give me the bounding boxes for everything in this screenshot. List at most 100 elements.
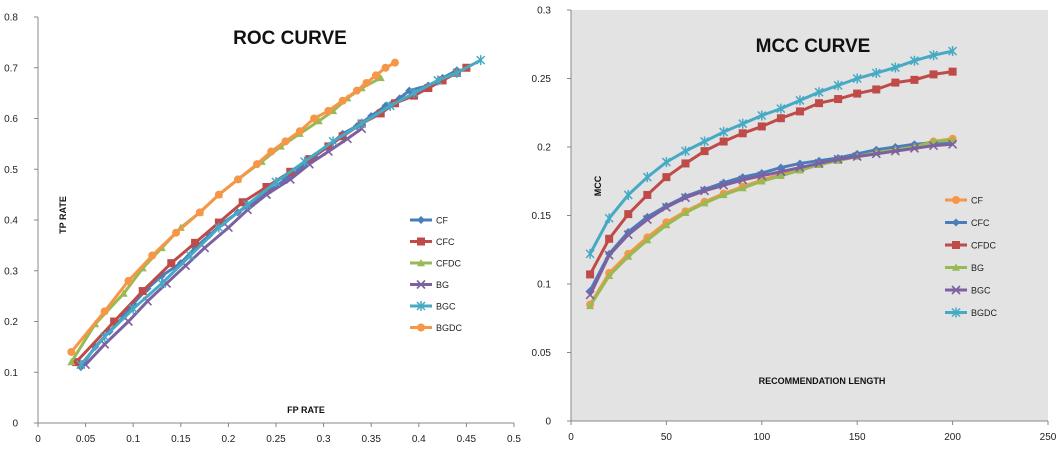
mcc-chart: 0 0.05 0.1 0.15 0.2 0.25 0.3 0 50 100 150 200 250 MCC… [531, 0, 1058, 456]
roc-curve-series-cfc-point [214, 218, 223, 227]
mcc-curve-series-cfdc-point [910, 75, 919, 84]
mcc-curve-series-bgdc-point [642, 172, 652, 183]
roc-curve-y-tick-label: 0.7 [4, 63, 18, 74]
mcc-curve-series-bgdc-point [604, 213, 614, 224]
mcc-curve-series-bgc-point [757, 171, 767, 181]
roc-curve-series-cfdc-point [376, 73, 385, 82]
mcc-curve-series-bgc-point [604, 250, 614, 260]
roc-curve-series-cfc-point [191, 238, 200, 247]
roc-curve-series-bgc-point [271, 176, 281, 187]
roc-curve-legend-marker [416, 279, 426, 290]
mcc-curve-series-bgc-point [795, 162, 805, 173]
mcc-curve-y-tick-label: 0.05 [532, 348, 552, 359]
roc-curve-x-tick-label: 0.45 [457, 434, 477, 445]
mcc-curve-series-bgdc-point [661, 157, 671, 168]
mcc-curve-series-cfdc-point [719, 137, 728, 146]
mcc-curve-series-bgc-point [928, 141, 939, 151]
roc-curve-series-bgdc-point [267, 147, 276, 156]
mcc-curve-series-bgc-point [833, 154, 843, 164]
mcc-curve-series-bg-point [643, 236, 652, 244]
mcc-curve-series-bg-point [757, 177, 766, 185]
roc-curve-legend-label: BG [436, 280, 449, 290]
mcc-curve-series-cfdc-point [700, 147, 709, 156]
mcc-curve-legend-marker [952, 241, 960, 249]
mcc-curve-series-bgc-point [699, 186, 710, 196]
roc-curve-series-bgc-point [300, 156, 310, 167]
mcc-curve-legend-item-cfdc: CFDC [945, 241, 996, 251]
roc-curve-x-tick-label: 0.25 [266, 434, 286, 445]
mcc-curve-x-tick-label: 100 [753, 432, 770, 443]
roc-curve-x-axis-label: FP RATE [287, 405, 325, 415]
mcc-curve-series-bgc-point [871, 149, 881, 159]
roc-curve-series-bgdc-point [214, 190, 223, 199]
mcc-curve-series-bgc [585, 139, 958, 300]
mcc-curve-legend-item-bg: BG [945, 263, 984, 273]
mcc-curve-series-bgdc-point [852, 73, 862, 84]
mcc-curve-series-cfdc-point [776, 114, 785, 123]
mcc-curve-x-tick-label: 0 [568, 432, 574, 443]
mcc-curve-series-bg-point [776, 171, 785, 179]
mcc-curve-y-tick-label: 0.2 [537, 143, 551, 154]
mcc-curve-series-cfdc-point [948, 67, 957, 76]
roc-curve-y-tick-label: 0.1 [4, 368, 18, 379]
roc-curve-series-bgdc-point [381, 63, 390, 72]
roc-curve-legend-marker [417, 323, 425, 332]
mcc-curve-series-bgdc-point [585, 248, 595, 259]
roc-curve-series-bgdc-point [67, 347, 76, 356]
roc-curve-series-bgc-point [157, 278, 167, 289]
mcc-curve-series-bgc-point [738, 175, 748, 185]
roc-curve-series-cfdc-point [119, 289, 128, 297]
mcc-curve-series-bgc-point [909, 143, 920, 153]
roc-curve-series-cfdc-point [67, 358, 76, 366]
mcc-curve-series-bg-point [795, 166, 804, 174]
roc-curve-legend-item-cfdc: CFDC [410, 259, 461, 269]
roc-curve-y-tick-label: 0.6 [4, 114, 18, 125]
mcc-curve-series-cfc-point [643, 212, 652, 221]
roc-curve-series-bgdc-point [371, 71, 380, 80]
mcc-curve-series-cfdc-point [757, 122, 766, 131]
roc-curve-series-bgc-point [385, 100, 395, 111]
mcc-curve-legend-label: CFDC [971, 241, 996, 251]
roc-curve-legend-marker [417, 216, 425, 224]
mcc-curve-series-cfdc-point [853, 89, 862, 98]
mcc-chart-svg: 0 0.05 0.1 0.15 0.2 0.25 0.3 0 50 100 150 200 250 MCC… [532, 6, 1057, 444]
roc-curve-series-bgc-point [433, 75, 443, 86]
mcc-curve-series-cfdc-point [795, 107, 804, 116]
roc-curve-legend-item-bgc: BGC [410, 301, 456, 312]
roc-curve-y-tick-label: 0.2 [4, 317, 18, 328]
mcc-curve-y-axis-label: MCC [593, 175, 603, 196]
roc-curve-series-bgdc-point [338, 96, 347, 105]
roc-curve-series-bgc [76, 55, 486, 370]
roc-curve-legend-label: CF [436, 216, 448, 226]
mcc-curve-title: MCC CURVE [756, 36, 871, 57]
roc-curve-legend-label: BGC [436, 302, 456, 312]
mcc-curve-series-bgdc-point [814, 87, 824, 98]
roc-curve-series-cfc-point [138, 287, 147, 296]
roc-curve-series-bgdc-point [172, 228, 181, 237]
mcc-curve-series-bg-point [586, 301, 595, 310]
mcc-curve-legend-label: BG [971, 263, 984, 273]
roc-curve-series-bgc-point [76, 359, 86, 370]
roc-curve-series-bgdc [67, 58, 399, 356]
mcc-curve-series-bgc-point [585, 290, 595, 300]
roc-curve-series-cfc-point [72, 358, 81, 367]
roc-curve-series-cfc-point [438, 76, 447, 85]
mcc-curve-series-cfdc-point [643, 190, 652, 199]
roc-curve-series-bgdc-point [324, 106, 333, 115]
roc-curve-series-bgdc-point [391, 58, 399, 67]
mcc-curve-x-tick-label: 250 [1040, 432, 1057, 443]
roc-curve-series-cfc-point [110, 317, 119, 326]
roc-curve-series-bgdc-point [195, 208, 204, 217]
mcc-curve-series-cfdc-point [624, 210, 633, 219]
roc-curve-y-tick-label: 0.3 [4, 266, 18, 277]
roc-curve-series-cfc-point [238, 198, 247, 207]
mcc-curve-series-bgc-point [661, 202, 671, 212]
mcc-curve-plot-area [571, 10, 1048, 421]
roc-curve-series-bg-point [123, 316, 134, 327]
mcc-curve-series-bgdc-point [948, 46, 958, 57]
roc-curve-series-bgc-point [328, 136, 338, 147]
mcc-curve-legend-label: BGC [971, 286, 991, 296]
roc-curve-series-bgc-point [452, 67, 462, 78]
roc-curve-series-bg-point [223, 223, 233, 233]
mcc-curve-series-bgc-point [776, 167, 786, 177]
